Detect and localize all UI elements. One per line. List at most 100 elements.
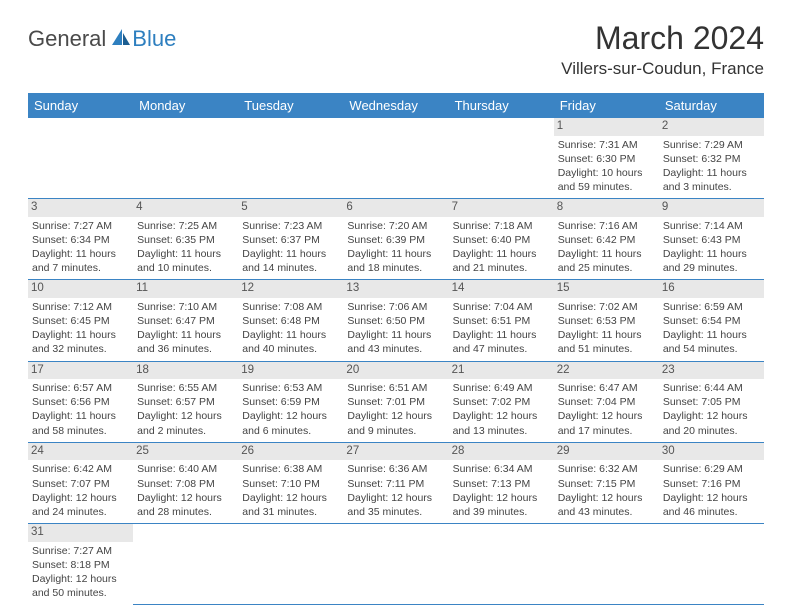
day-daylight: Daylight: 11 hours and 47 minutes. xyxy=(453,328,550,356)
day-sunset: Sunset: 7:16 PM xyxy=(663,477,760,491)
day-number: 13 xyxy=(343,280,448,298)
calendar-empty-cell xyxy=(133,118,238,199)
day-sunrise: Sunrise: 7:06 AM xyxy=(347,300,444,314)
day-sunrise: Sunrise: 6:40 AM xyxy=(137,462,234,476)
day-sunrise: Sunrise: 6:34 AM xyxy=(453,462,550,476)
calendar-day-cell: 28Sunrise: 6:34 AMSunset: 7:13 PMDayligh… xyxy=(449,442,554,523)
day-sunrise: Sunrise: 6:32 AM xyxy=(558,462,655,476)
logo-text-blue: Blue xyxy=(132,26,176,52)
day-sunset: Sunset: 6:47 PM xyxy=(137,314,234,328)
day-sunrise: Sunrise: 7:04 AM xyxy=(453,300,550,314)
title-block: March 2024 Villers-sur-Coudun, France xyxy=(561,20,764,79)
day-sunset: Sunset: 6:45 PM xyxy=(32,314,129,328)
day-sunrise: Sunrise: 7:25 AM xyxy=(137,219,234,233)
day-sunrise: Sunrise: 6:49 AM xyxy=(453,381,550,395)
day-sunset: Sunset: 6:50 PM xyxy=(347,314,444,328)
calendar-empty-cell xyxy=(133,524,238,605)
calendar-day-cell: 16Sunrise: 6:59 AMSunset: 6:54 PMDayligh… xyxy=(659,280,764,361)
weekday-header: Tuesday xyxy=(238,93,343,118)
day-daylight: Daylight: 12 hours and 28 minutes. xyxy=(137,491,234,519)
day-daylight: Daylight: 11 hours and 25 minutes. xyxy=(558,247,655,275)
day-sunset: Sunset: 7:08 PM xyxy=(137,477,234,491)
day-sunset: Sunset: 7:13 PM xyxy=(453,477,550,491)
calendar-day-cell: 20Sunrise: 6:51 AMSunset: 7:01 PMDayligh… xyxy=(343,361,448,442)
day-daylight: Daylight: 12 hours and 39 minutes. xyxy=(453,491,550,519)
calendar-day-cell: 30Sunrise: 6:29 AMSunset: 7:16 PMDayligh… xyxy=(659,442,764,523)
day-sunset: Sunset: 6:40 PM xyxy=(453,233,550,247)
day-sunrise: Sunrise: 6:51 AM xyxy=(347,381,444,395)
logo-text-general: General xyxy=(28,26,106,52)
day-number: 10 xyxy=(28,280,133,298)
day-number: 30 xyxy=(659,443,764,461)
day-daylight: Daylight: 12 hours and 24 minutes. xyxy=(32,491,129,519)
calendar-day-cell: 9Sunrise: 7:14 AMSunset: 6:43 PMDaylight… xyxy=(659,199,764,280)
day-daylight: Daylight: 12 hours and 20 minutes. xyxy=(663,409,760,437)
calendar-empty-cell xyxy=(554,524,659,605)
calendar-day-cell: 17Sunrise: 6:57 AMSunset: 6:56 PMDayligh… xyxy=(28,361,133,442)
day-sunrise: Sunrise: 6:44 AM xyxy=(663,381,760,395)
day-sunrise: Sunrise: 6:36 AM xyxy=(347,462,444,476)
day-sunrise: Sunrise: 6:57 AM xyxy=(32,381,129,395)
calendar-day-cell: 8Sunrise: 7:16 AMSunset: 6:42 PMDaylight… xyxy=(554,199,659,280)
calendar-day-cell: 24Sunrise: 6:42 AMSunset: 7:07 PMDayligh… xyxy=(28,442,133,523)
day-daylight: Daylight: 12 hours and 2 minutes. xyxy=(137,409,234,437)
day-daylight: Daylight: 11 hours and 18 minutes. xyxy=(347,247,444,275)
day-daylight: Daylight: 12 hours and 31 minutes. xyxy=(242,491,339,519)
day-number: 28 xyxy=(449,443,554,461)
day-daylight: Daylight: 11 hours and 36 minutes. xyxy=(137,328,234,356)
day-daylight: Daylight: 12 hours and 9 minutes. xyxy=(347,409,444,437)
day-sunrise: Sunrise: 7:12 AM xyxy=(32,300,129,314)
day-sunset: Sunset: 6:51 PM xyxy=(453,314,550,328)
calendar-week-row: 3Sunrise: 7:27 AMSunset: 6:34 PMDaylight… xyxy=(28,199,764,280)
day-daylight: Daylight: 12 hours and 17 minutes. xyxy=(558,409,655,437)
day-sunset: Sunset: 7:05 PM xyxy=(663,395,760,409)
day-sunrise: Sunrise: 6:47 AM xyxy=(558,381,655,395)
calendar-day-cell: 31Sunrise: 7:27 AMSunset: 8:18 PMDayligh… xyxy=(28,524,133,605)
weekday-header: Friday xyxy=(554,93,659,118)
day-sunset: Sunset: 8:18 PM xyxy=(32,558,129,572)
day-sunset: Sunset: 7:02 PM xyxy=(453,395,550,409)
logo: General Blue xyxy=(28,20,176,52)
day-sunrise: Sunrise: 6:29 AM xyxy=(663,462,760,476)
day-daylight: Daylight: 11 hours and 10 minutes. xyxy=(137,247,234,275)
calendar-day-cell: 25Sunrise: 6:40 AMSunset: 7:08 PMDayligh… xyxy=(133,442,238,523)
calendar-day-cell: 13Sunrise: 7:06 AMSunset: 6:50 PMDayligh… xyxy=(343,280,448,361)
day-sunrise: Sunrise: 7:14 AM xyxy=(663,219,760,233)
calendar-day-cell: 7Sunrise: 7:18 AMSunset: 6:40 PMDaylight… xyxy=(449,199,554,280)
day-number: 6 xyxy=(343,199,448,217)
day-number: 24 xyxy=(28,443,133,461)
day-number: 16 xyxy=(659,280,764,298)
calendar-week-row: 17Sunrise: 6:57 AMSunset: 6:56 PMDayligh… xyxy=(28,361,764,442)
calendar-empty-cell xyxy=(28,118,133,199)
day-number: 26 xyxy=(238,443,343,461)
day-sunrise: Sunrise: 7:23 AM xyxy=(242,219,339,233)
day-sunset: Sunset: 6:35 PM xyxy=(137,233,234,247)
day-number: 12 xyxy=(238,280,343,298)
location: Villers-sur-Coudun, France xyxy=(561,59,764,79)
day-number: 23 xyxy=(659,362,764,380)
calendar-empty-cell xyxy=(449,524,554,605)
day-sunrise: Sunrise: 6:59 AM xyxy=(663,300,760,314)
day-sunset: Sunset: 6:54 PM xyxy=(663,314,760,328)
day-number: 3 xyxy=(28,199,133,217)
calendar-empty-cell xyxy=(449,118,554,199)
calendar-day-cell: 11Sunrise: 7:10 AMSunset: 6:47 PMDayligh… xyxy=(133,280,238,361)
day-sunset: Sunset: 7:01 PM xyxy=(347,395,444,409)
calendar-empty-cell xyxy=(238,118,343,199)
weekday-header: Monday xyxy=(133,93,238,118)
day-sunrise: Sunrise: 6:38 AM xyxy=(242,462,339,476)
day-daylight: Daylight: 11 hours and 21 minutes. xyxy=(453,247,550,275)
day-sunrise: Sunrise: 7:02 AM xyxy=(558,300,655,314)
day-number: 31 xyxy=(28,524,133,542)
day-number: 21 xyxy=(449,362,554,380)
day-daylight: Daylight: 11 hours and 32 minutes. xyxy=(32,328,129,356)
day-sunset: Sunset: 7:11 PM xyxy=(347,477,444,491)
day-sunset: Sunset: 6:57 PM xyxy=(137,395,234,409)
calendar-week-row: 10Sunrise: 7:12 AMSunset: 6:45 PMDayligh… xyxy=(28,280,764,361)
calendar-day-cell: 14Sunrise: 7:04 AMSunset: 6:51 PMDayligh… xyxy=(449,280,554,361)
calendar-table: SundayMondayTuesdayWednesdayThursdayFrid… xyxy=(28,93,764,605)
day-number: 22 xyxy=(554,362,659,380)
day-sunrise: Sunrise: 6:55 AM xyxy=(137,381,234,395)
day-daylight: Daylight: 12 hours and 50 minutes. xyxy=(32,572,129,600)
day-daylight: Daylight: 12 hours and 6 minutes. xyxy=(242,409,339,437)
